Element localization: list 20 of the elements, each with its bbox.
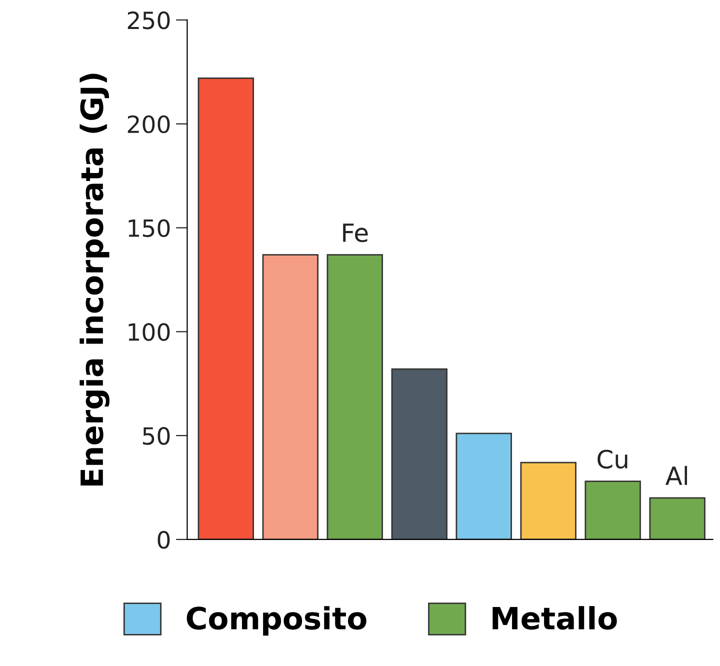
bar: [584, 480, 641, 540]
y-tick-label: 150: [128, 219, 170, 238]
bar: [520, 462, 576, 540]
bar: [649, 497, 706, 540]
y-axis-title: Energia incorporata (GJ): [80, 74, 110, 486]
y-tick-label: 200: [128, 115, 170, 134]
y-tick-label: 50: [143, 427, 170, 445]
legend-label: Composito: [186, 606, 366, 636]
legend-label: Metallo: [492, 606, 617, 630]
bar: [456, 432, 512, 540]
x-tick-label: Fe: [343, 224, 368, 242]
bar: [198, 77, 254, 540]
bar: [391, 368, 448, 540]
bar: [326, 254, 383, 540]
x-tick-label: Cu: [598, 450, 628, 469]
x-tick-label: Al: [666, 466, 688, 485]
y-tick-label: 100: [128, 323, 170, 341]
y-tick-label: 250: [128, 11, 170, 30]
y-tick-label: 0: [158, 530, 170, 549]
bar: [262, 254, 318, 540]
